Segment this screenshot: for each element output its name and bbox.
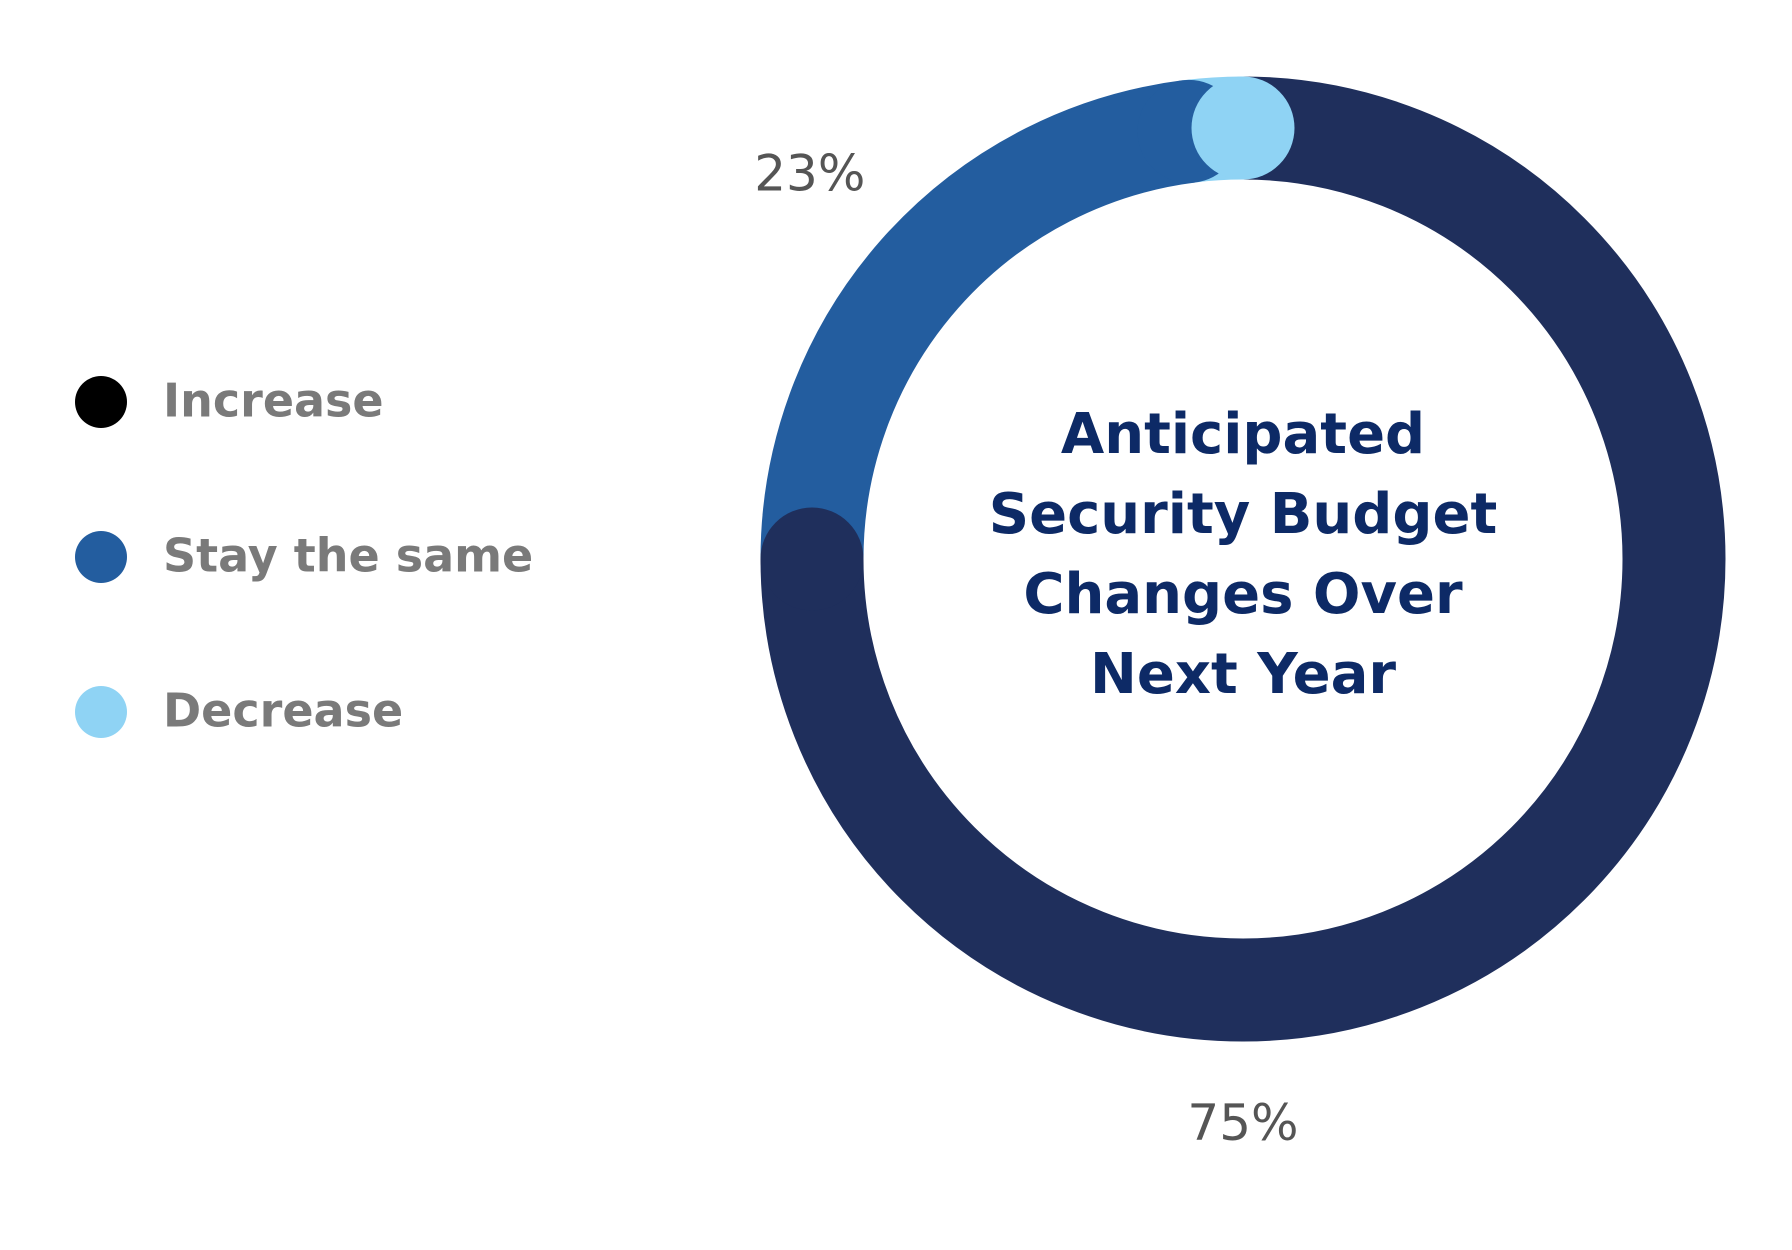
legend-label: Increase [163,374,384,428]
legend-label: Decrease [163,684,403,738]
segment-cap [760,507,864,611]
legend-marker [75,376,127,428]
legend-marker [75,686,127,738]
donut-segment [760,80,1196,560]
value-label: 23% [754,145,865,203]
legend-label: Stay the same [163,529,533,583]
chart-title: Anticipated Security Budget Changes Over… [988,402,1498,707]
legend-marker [75,531,127,583]
segment-cap [1191,76,1295,180]
donut-segment [760,76,1726,1042]
value-label: 75% [1187,1094,1298,1152]
